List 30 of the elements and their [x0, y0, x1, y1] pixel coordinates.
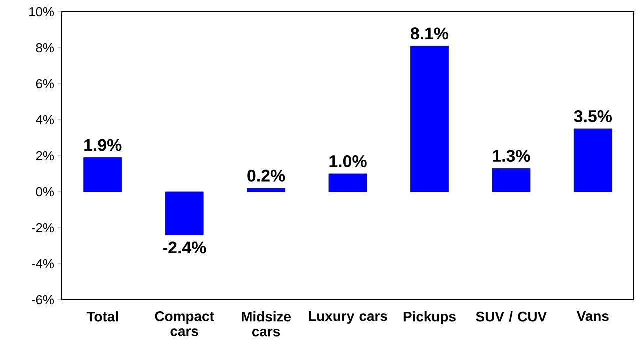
- x-tick-label: Total: [86, 312, 118, 322]
- data-label: 8.1%: [410, 28, 449, 40]
- bar: [165, 192, 204, 236]
- bar: [328, 174, 368, 192]
- y-tick-label: 0%: [36, 187, 54, 197]
- x-tick-label: Compact cars: [155, 312, 214, 336]
- x-tick-label: Vans: [576, 312, 609, 322]
- bar: [492, 168, 531, 192]
- data-label: 0.2%: [248, 170, 286, 182]
- y-tick-label: 2%: [36, 151, 54, 161]
- y-tick-label: 6%: [36, 79, 54, 89]
- y-tick-label: 10%: [30, 7, 54, 17]
- x-tick-label: Pickups: [404, 312, 456, 325]
- y-tick-label: -4%: [32, 259, 54, 269]
- y-tick-label: 8%: [36, 43, 54, 53]
- bar: [574, 128, 612, 192]
- x-tick-label: SUV / CUV: [476, 312, 547, 322]
- data-label: 3.5%: [574, 110, 612, 122]
- bar: [84, 158, 122, 192]
- data-label: 1.3%: [493, 150, 530, 162]
- y-tick-label: -2%: [32, 223, 54, 233]
- y-tick-label: 4%: [36, 115, 54, 125]
- data-label: 1.0%: [330, 155, 367, 168]
- bar: [410, 46, 449, 192]
- data-label: -2.4%: [163, 242, 206, 254]
- data-label: 1.9%: [84, 139, 122, 152]
- y-tick-label: -6%: [32, 295, 54, 305]
- x-tick-label: Luxury cars: [309, 312, 388, 324]
- bar: [247, 188, 286, 192]
- x-tick-label: Midsize cars: [242, 312, 292, 337]
